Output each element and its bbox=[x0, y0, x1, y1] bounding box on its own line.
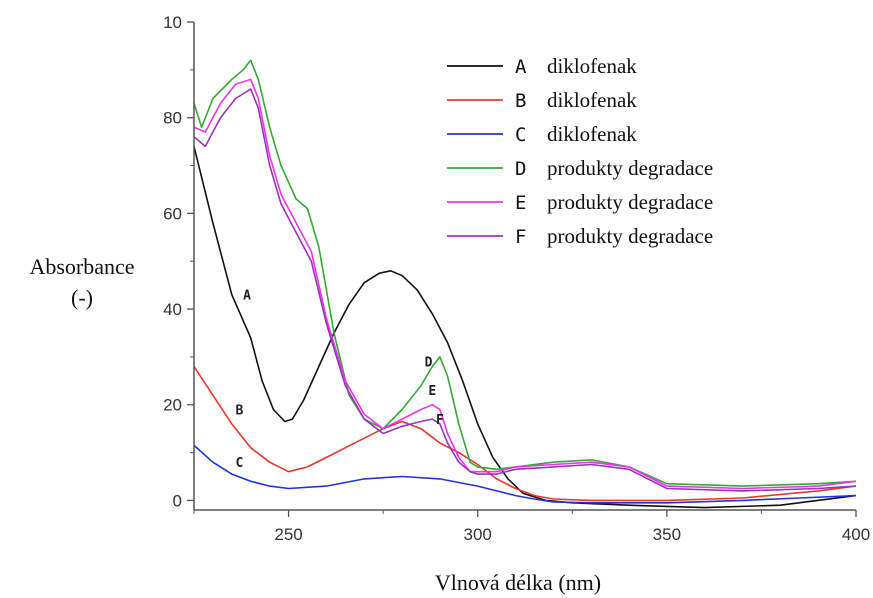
curve-label-d: D bbox=[425, 356, 433, 371]
legend-label: diklofenak bbox=[547, 88, 637, 112]
legend-label: diklofenak bbox=[547, 54, 637, 78]
y-axis-title: Absorbance bbox=[29, 254, 134, 279]
y-tick-label: 0 bbox=[173, 491, 182, 510]
legend-letter: E bbox=[515, 192, 526, 214]
curve-label-e: E bbox=[428, 384, 436, 399]
curve-label-a: A bbox=[243, 289, 251, 304]
x-axis-title: Vlnová délka (nm) bbox=[435, 570, 601, 595]
series-line-f bbox=[193, 88, 857, 492]
curve-annotations: A B C DEF bbox=[235, 289, 444, 471]
x-tick-label: 250 bbox=[274, 525, 302, 544]
curve-label-c: C bbox=[235, 456, 243, 471]
curve-label-b: B bbox=[235, 403, 243, 418]
y-tick-label: 40 bbox=[163, 300, 182, 319]
legend-label: diklofenak bbox=[547, 122, 637, 146]
legend-label: produkty degradace bbox=[547, 156, 713, 180]
y-tick-label: 20 bbox=[163, 396, 182, 415]
legend-letter: C bbox=[515, 124, 526, 146]
legend-label: produkty degradace bbox=[547, 190, 713, 214]
legend-label: produkty degradace bbox=[547, 224, 713, 248]
series-line-e bbox=[193, 78, 857, 490]
legend-letter: A bbox=[515, 56, 527, 78]
x-tick-label: 300 bbox=[464, 525, 492, 544]
series-line-b bbox=[193, 366, 857, 502]
legend-letter: D bbox=[515, 158, 526, 180]
series-line-c bbox=[193, 444, 857, 504]
y-axis-unit: (-) bbox=[71, 285, 93, 310]
y-tick-label: 10 bbox=[163, 13, 182, 32]
x-tick-label: 350 bbox=[653, 525, 681, 544]
series-line-d bbox=[193, 59, 857, 487]
chart-curves bbox=[193, 59, 857, 509]
chart-axes bbox=[193, 22, 856, 511]
y-tick-label: 60 bbox=[163, 204, 182, 223]
axis-ticks: 250 300 350 400 0 20 40 60 80 10 bbox=[163, 13, 870, 544]
legend-letter: B bbox=[515, 90, 526, 112]
y-tick-label: 80 bbox=[163, 109, 182, 128]
x-tick-label: 400 bbox=[842, 525, 870, 544]
curve-label-f: F bbox=[436, 413, 444, 428]
legend-letter: F bbox=[515, 226, 526, 248]
